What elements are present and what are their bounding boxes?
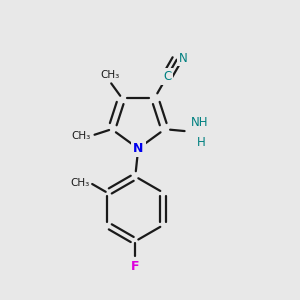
Text: CH₃: CH₃ [71, 130, 91, 141]
Text: CH₃: CH₃ [100, 70, 119, 80]
Text: CH₃: CH₃ [70, 178, 89, 188]
Text: NH: NH [191, 116, 209, 129]
Text: C: C [163, 70, 171, 83]
Text: N: N [178, 52, 187, 65]
Text: N: N [133, 142, 143, 155]
Text: F: F [131, 260, 140, 273]
Text: H: H [197, 136, 206, 149]
